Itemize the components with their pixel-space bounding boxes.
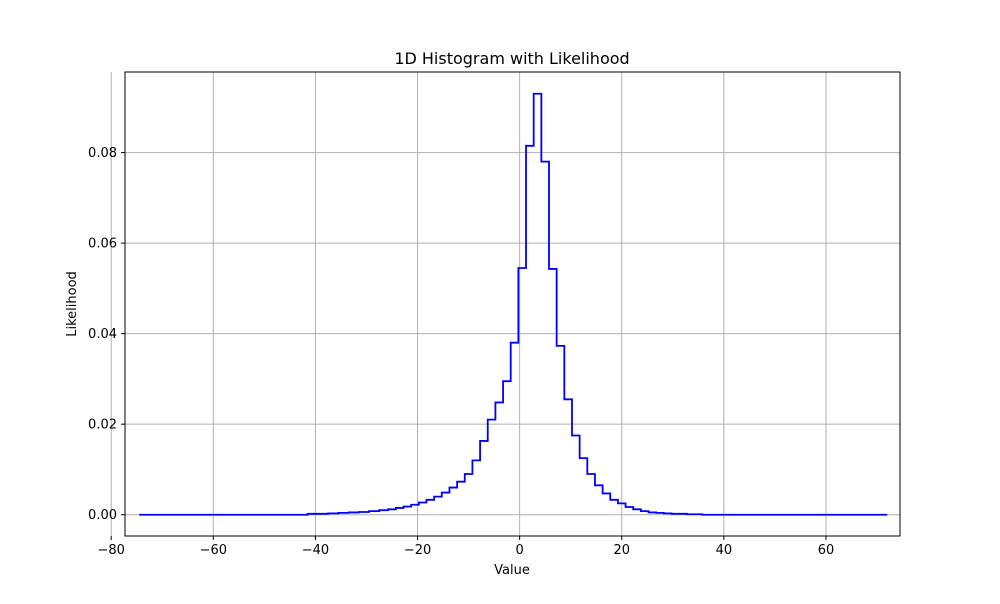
x-tick-label: −40: [302, 543, 329, 558]
y-tick-label: 0.08: [88, 146, 117, 161]
y-tick-label: 0.06: [88, 237, 117, 252]
y-axis-label: Likelihood: [65, 271, 80, 337]
x-tick-label: −60: [200, 543, 227, 558]
x-tick-label: −80: [97, 543, 124, 558]
plot-frame: [124, 71, 901, 537]
x-axis-ticks: −80 −60 −40 −20 0 20 40 60: [97, 536, 834, 558]
x-tick-label: −20: [404, 543, 431, 558]
y-axis-ticks: 0.00 0.02 0.04 0.06 0.08: [88, 146, 125, 523]
chart-title: 1D Histogram with Likelihood: [394, 49, 629, 68]
series-layer: [139, 92, 888, 516]
y-tick-label: 0.02: [88, 418, 117, 433]
x-tick-label: 40: [716, 543, 733, 558]
x-tick-label: 20: [613, 543, 630, 558]
x-tick-label: 0: [516, 543, 524, 558]
y-tick-label: 0.04: [88, 327, 117, 342]
grid: [110, 72, 900, 536]
y-tick-label: 0.00: [88, 508, 117, 523]
likelihood-step-line: [139, 92, 888, 516]
x-axis-label: Value: [494, 563, 530, 578]
x-tick-label: 60: [818, 543, 835, 558]
